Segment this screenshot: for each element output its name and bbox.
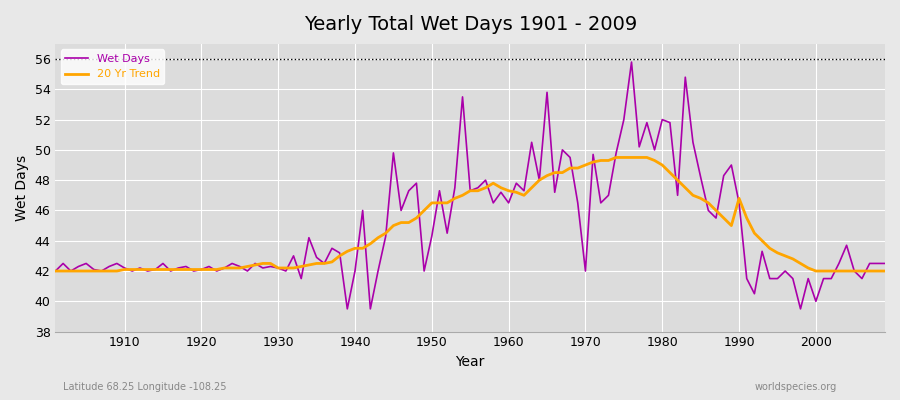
- Wet Days: [503, 200, 514, 205]
- Wet Days: [342, 306, 353, 311]
- Y-axis label: Wet Days: Wet Days: [15, 155, 29, 221]
- 20 Yr Trend: [596, 158, 607, 163]
- Title: Yearly Total Wet Days 1901 - 2009: Yearly Total Wet Days 1901 - 2009: [303, 15, 637, 34]
- X-axis label: Year: Year: [455, 355, 485, 369]
- Line: Wet Days: Wet Days: [56, 62, 885, 309]
- 20 Yr Trend: [327, 260, 338, 264]
- Text: Latitude 68.25 Longitude -108.25: Latitude 68.25 Longitude -108.25: [63, 382, 227, 392]
- 20 Yr Trend: [281, 266, 292, 270]
- Text: worldspecies.org: worldspecies.org: [755, 382, 837, 392]
- Wet Days: [626, 60, 637, 64]
- Legend: Wet Days, 20 Yr Trend: Wet Days, 20 Yr Trend: [61, 50, 164, 84]
- Line: 20 Yr Trend: 20 Yr Trend: [56, 158, 885, 271]
- Wet Days: [50, 269, 61, 274]
- 20 Yr Trend: [503, 188, 514, 193]
- 20 Yr Trend: [879, 269, 890, 274]
- Wet Days: [112, 261, 122, 266]
- Wet Days: [281, 269, 292, 274]
- Wet Days: [603, 193, 614, 198]
- Wet Days: [879, 261, 890, 266]
- Wet Days: [327, 246, 338, 251]
- 20 Yr Trend: [496, 185, 507, 190]
- 20 Yr Trend: [112, 269, 122, 274]
- Wet Days: [511, 181, 522, 186]
- 20 Yr Trend: [611, 155, 622, 160]
- 20 Yr Trend: [50, 269, 61, 274]
